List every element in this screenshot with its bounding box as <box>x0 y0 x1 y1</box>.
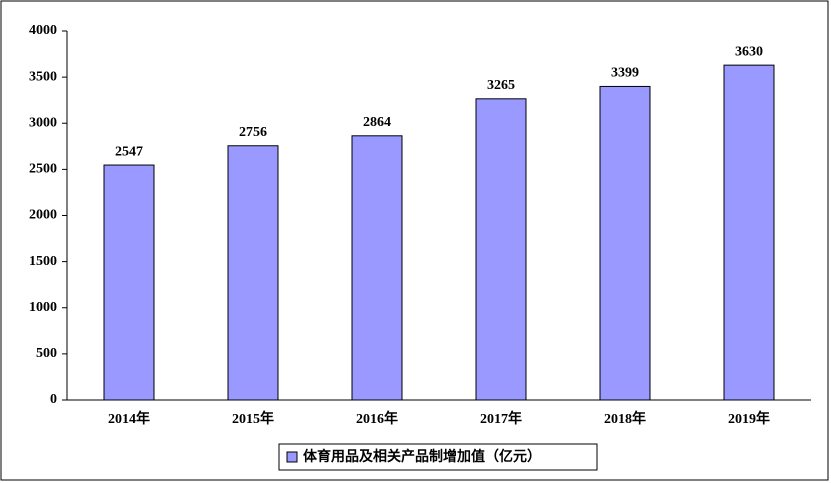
data-label: 3630 <box>735 44 763 59</box>
bar <box>475 98 527 401</box>
x-tick-label: 2018年 <box>604 410 646 427</box>
y-tick-label: 3500 <box>29 69 57 84</box>
bar <box>351 135 403 401</box>
legend-swatch <box>286 451 298 463</box>
data-label: 2756 <box>239 125 267 140</box>
x-tick-label: 2019年 <box>728 410 770 427</box>
data-label: 2864 <box>363 115 391 130</box>
data-label: 2547 <box>115 144 143 159</box>
y-tick-label: 2000 <box>29 208 57 223</box>
x-tick-label: 2014年 <box>108 410 150 427</box>
y-tick-label: 3000 <box>29 115 57 130</box>
legend-label: 体育用品及相关产品制增加值（亿元） <box>303 448 541 465</box>
y-tick-label: 1000 <box>29 300 57 315</box>
bar <box>103 164 155 401</box>
bar <box>227 145 279 401</box>
y-tick-label: 500 <box>36 346 57 361</box>
x-tick-label: 2015年 <box>232 410 274 427</box>
y-tick-label: 2500 <box>29 162 57 177</box>
y-tick-label: 4000 <box>29 23 57 38</box>
y-tick-label: 0 <box>50 392 57 407</box>
bar <box>723 64 775 401</box>
data-label: 3399 <box>611 66 639 81</box>
x-tick-label: 2016年 <box>356 410 398 427</box>
bar <box>599 85 651 401</box>
x-tick-label: 2017年 <box>480 410 522 427</box>
data-label: 3265 <box>487 78 515 93</box>
y-tick-label: 1500 <box>29 254 57 269</box>
legend-box <box>278 443 598 471</box>
